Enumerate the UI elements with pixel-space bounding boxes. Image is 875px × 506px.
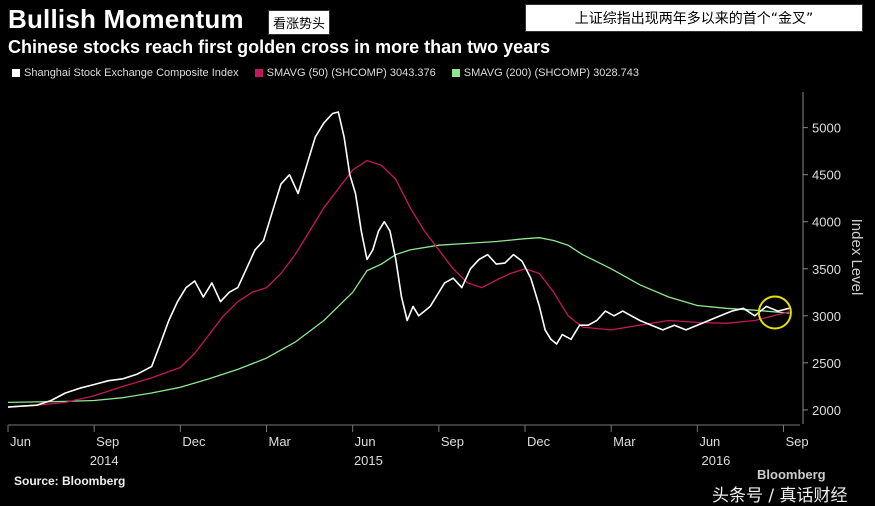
title-translation-tag: 看涨势头	[268, 10, 331, 35]
x-tick-label: Jun	[10, 434, 31, 449]
x-tick-label: Mar	[613, 434, 636, 449]
x-tick-label: Mar	[269, 434, 292, 449]
bloomberg-logo: Bloomberg	[757, 467, 826, 482]
y-tick-label: 4500	[812, 168, 841, 183]
x-tick-label: Sep	[441, 434, 464, 449]
caption-tag: 上证综指出现两年多以来的首个“金叉”	[525, 4, 863, 32]
x-tick-label: Sep	[96, 434, 119, 449]
x-year-label: 2014	[90, 453, 119, 468]
legend-swatch-sma200	[451, 69, 460, 77]
chart-subtitle: Chinese stocks reach first golden cross …	[8, 37, 551, 57]
legend-label-sma50: SMAVG (50) (SHCOMP) 3043.376	[266, 67, 436, 79]
source-note: Source: Bloomberg	[14, 474, 126, 488]
x-tick-label: Dec	[527, 434, 551, 449]
golden-cross-highlight	[757, 295, 792, 330]
series-line-index	[7, 111, 790, 408]
legend-swatch-sma50	[254, 69, 263, 77]
series-line-sma200	[7, 237, 790, 404]
x-tick-label: Dec	[182, 434, 206, 449]
legend-item-sma50: SMAVG (50) (SHCOMP) 3043.376	[254, 67, 436, 79]
y-axis-title: Index Level	[848, 219, 865, 296]
legend-swatch-index	[12, 69, 20, 77]
x-tick-label: Jun	[355, 434, 376, 449]
y-tick-label: 5000	[812, 121, 841, 136]
legend-label-index: Shanghai Stock Exchange Composite Index	[24, 67, 239, 79]
x-year-label: 2015	[354, 453, 383, 468]
legend-item-sma200: SMAVG (200) (SHCOMP) 3028.743	[451, 67, 640, 79]
legend-label-sma200: SMAVG (200) (SHCOMP) 3028.743	[463, 67, 640, 79]
watermark: 头条号 / 真话财经	[712, 486, 848, 506]
x-year-label: 2016	[701, 453, 730, 468]
series-line-sma50	[7, 159, 790, 408]
y-tick-label: 2000	[812, 403, 841, 418]
legend-item-index: Shanghai Stock Exchange Composite Index	[12, 67, 239, 79]
chart-title: Bullish Momentum	[8, 4, 244, 34]
x-tick-label: Jun	[699, 434, 720, 449]
y-tick-label: 2500	[812, 356, 841, 371]
y-tick-label: 4000	[812, 215, 841, 230]
legend: Shanghai Stock Exchange Composite Index …	[12, 67, 639, 79]
x-tick-label: Sep	[786, 434, 809, 449]
y-tick-label: 3500	[812, 262, 841, 277]
y-tick-label: 3000	[812, 309, 841, 324]
plot-area: 2000 2500 3000 3500 4000 4500 5000 Index Level J…	[7, 92, 865, 468]
